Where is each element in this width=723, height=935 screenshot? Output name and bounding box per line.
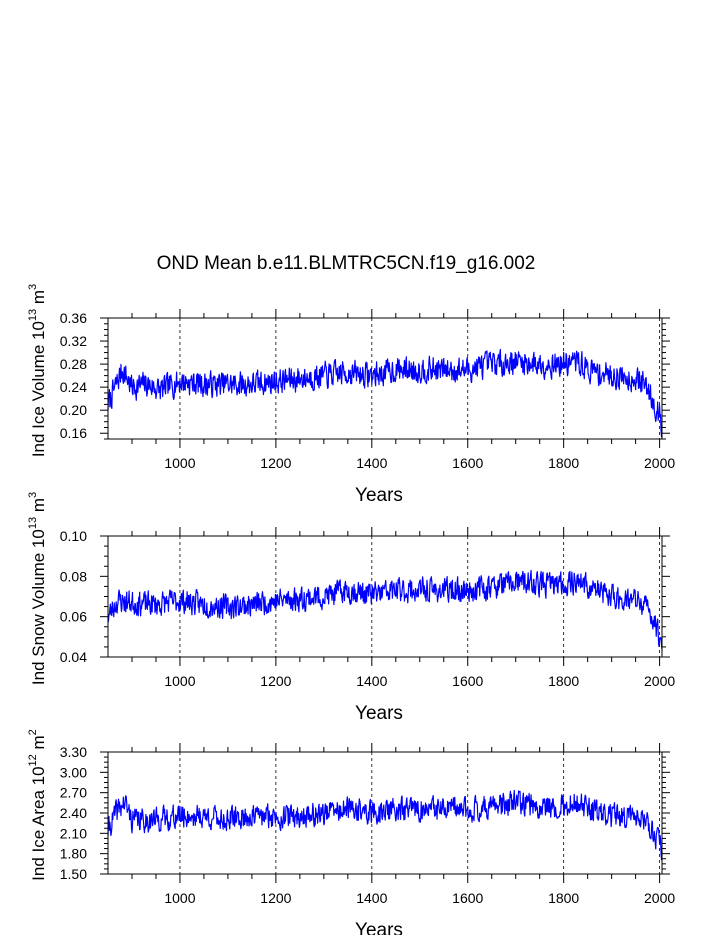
x-tick-label: 1200 <box>260 455 291 471</box>
plot-frame <box>107 317 663 440</box>
y-tick-label: 3.30 <box>60 744 87 760</box>
x-tick-label: 1200 <box>260 673 291 689</box>
x-tick-label: 1800 <box>548 673 579 689</box>
x-tick-label: 2000 <box>644 455 675 471</box>
y-tick-label: 1.50 <box>60 866 87 882</box>
y-tick-label: 0.08 <box>60 568 87 584</box>
x-tick-label: 1000 <box>164 673 195 689</box>
x-tick-label: 1800 <box>548 890 579 906</box>
y-tick-label: 1.80 <box>60 846 87 862</box>
x-tick-label: 1000 <box>164 890 195 906</box>
x-axis-label: Years <box>355 920 403 935</box>
x-tick-label: 1600 <box>452 455 483 471</box>
x-tick-label: 1400 <box>356 890 387 906</box>
y-tick-label: 0.32 <box>60 333 87 349</box>
y-tick-label: 2.70 <box>60 785 87 801</box>
y-axis-label: Ind Ice Area 1012 m2 <box>27 729 48 881</box>
x-tick-label: 1600 <box>452 890 483 906</box>
x-tick-label: 2000 <box>644 673 675 689</box>
x-tick-label: 1000 <box>164 455 195 471</box>
x-tick-label: 1400 <box>356 455 387 471</box>
y-tick-label: 3.00 <box>60 764 87 780</box>
x-tick-label: 1400 <box>356 673 387 689</box>
series-line-ind-ice-volume <box>107 348 663 438</box>
series-line-ind-ice-area <box>107 789 663 861</box>
chart-panel-3: 1000 1200 1400 1600 1800 2000 1.50 1.80 2.10 2.40… <box>27 729 675 935</box>
y-tick-label: 0.36 <box>60 310 87 326</box>
chart-panel-1: 1000 1200 1400 1600 1800 2000 0.16 0.20 0.24 0.28… <box>27 284 675 506</box>
y-tick-label: 0.10 <box>60 528 87 544</box>
y-axis-label: Ind Ice Volume 1013 m3 <box>27 284 48 457</box>
x-axis-label: Years <box>355 703 403 724</box>
y-tick-label: 0.20 <box>60 402 87 418</box>
chart-panel-2: 1000 1200 1400 1600 1800 2000 0.04 0.06 0.08 0.10… <box>27 492 675 724</box>
x-tick-label: 2000 <box>644 890 675 906</box>
y-tick-label: 0.16 <box>60 425 87 441</box>
y-tick-label: 0.24 <box>60 379 87 395</box>
y-tick-label: 2.40 <box>60 805 87 821</box>
x-tick-label: 1600 <box>452 673 483 689</box>
y-tick-label: 2.10 <box>60 825 87 841</box>
series-line-ind-snow-volume <box>107 569 663 650</box>
x-tick-label: 1200 <box>260 890 291 906</box>
chart-title: OND Mean b.e11.BLMTRC5CN.f19_g16.002 <box>157 253 536 274</box>
y-axis-label: Ind Snow Volume 1013 m3 <box>27 492 48 685</box>
y-tick-label: 0.28 <box>60 356 87 372</box>
y-tick-label: 0.06 <box>60 609 87 625</box>
x-tick-label: 1800 <box>548 455 579 471</box>
y-tick-label: 0.04 <box>60 649 87 665</box>
x-axis-label: Years <box>355 485 403 506</box>
